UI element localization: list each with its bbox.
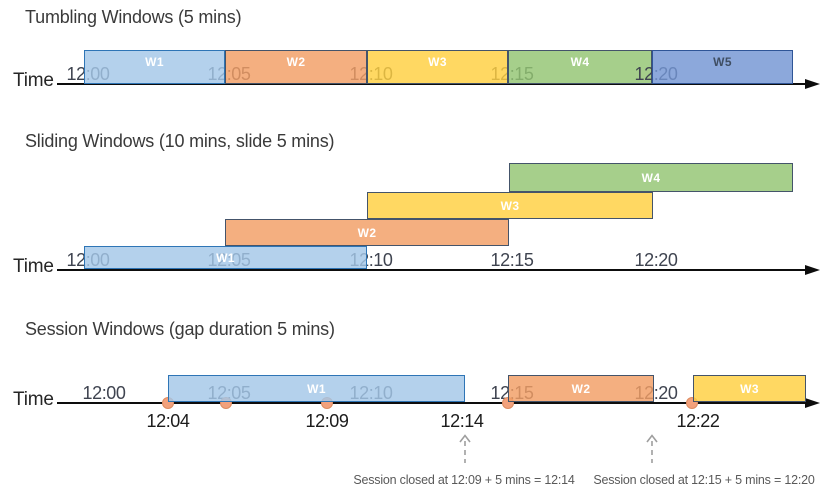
window-label: W1 <box>307 381 326 396</box>
event-time-label: 12:14 <box>440 411 484 431</box>
session-close-arrow-icon <box>458 434 472 465</box>
window-label: W1 <box>216 250 235 265</box>
window-label: W5 <box>713 55 732 69</box>
session-note: Session closed at 12:15 + 5 mins = 12:20 <box>593 473 815 487</box>
window-box-w2: W2 <box>225 50 367 84</box>
axis-arrowhead-icon <box>805 397 820 408</box>
window-label: W4 <box>641 170 661 185</box>
window-box-w1: W1 <box>84 246 367 269</box>
window-box-w3: W3 <box>367 50 508 84</box>
window-box-w4: W4 <box>508 50 652 84</box>
tick-label: 12:00 <box>82 383 126 403</box>
session-close-arrow-icon <box>645 434 659 465</box>
window-label: W3 <box>428 55 447 69</box>
window-box-w1: W1 <box>168 375 465 402</box>
window-box-w4: W4 <box>509 163 793 192</box>
time-axis-line <box>57 83 808 85</box>
tick-label: 12:15 <box>490 250 534 270</box>
time-axis-line <box>57 402 808 404</box>
window-label: W2 <box>286 55 306 69</box>
window-box-w3: W3 <box>693 375 806 402</box>
session-note: Session closed at 12:09 + 5 mins = 12:14 <box>353 473 575 487</box>
window-box-w3: W3 <box>367 192 653 219</box>
event-time-label: 12:04 <box>146 411 190 431</box>
window-label: W2 <box>357 225 377 240</box>
window-label: W3 <box>740 381 759 396</box>
window-box-w2: W2 <box>508 375 654 402</box>
event-time-label: 12:22 <box>676 411 720 431</box>
window-label: W3 <box>500 198 520 213</box>
event-time-label: 12:09 <box>305 411 349 431</box>
window-box-w5: W5 <box>652 50 793 84</box>
time-axis-label: Time <box>13 70 54 91</box>
tick-label: 12:20 <box>634 250 678 270</box>
window-label: W2 <box>571 381 591 396</box>
section-title-session: Session Windows (gap duration 5 mins) <box>25 319 335 339</box>
window-label: W4 <box>570 55 590 69</box>
window-box-w2: W2 <box>225 219 509 246</box>
section-title-sliding: Sliding Windows (10 mins, slide 5 mins) <box>25 131 335 151</box>
time-axis-label: Time <box>13 256 54 277</box>
time-axis-label: Time <box>13 389 54 410</box>
axis-arrowhead-icon <box>805 264 820 275</box>
axis-arrowhead-icon <box>805 78 820 89</box>
window-box-w1: W1 <box>84 50 225 84</box>
time-axis-line <box>57 269 808 271</box>
section-title-tumbling: Tumbling Windows (5 mins) <box>25 7 242 27</box>
window-label: W1 <box>145 55 164 69</box>
